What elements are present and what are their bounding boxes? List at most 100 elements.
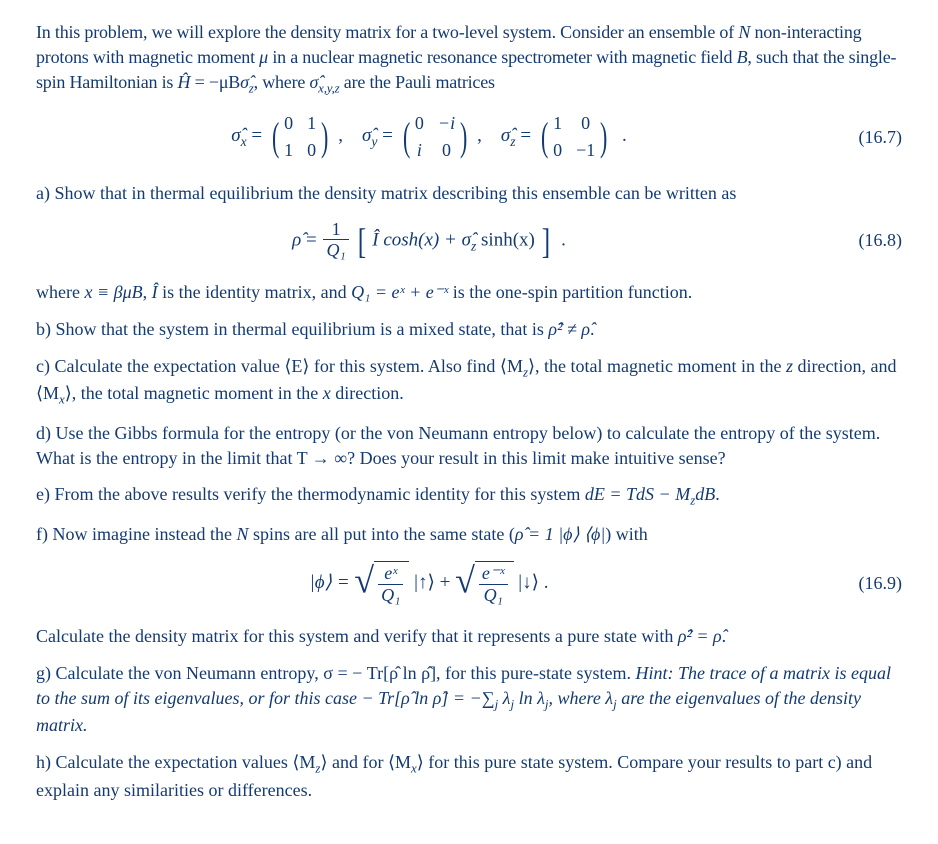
g-hint3: ln λ bbox=[514, 688, 545, 708]
intro-Hhat: Ĥ bbox=[178, 72, 191, 92]
m2-11: 0 bbox=[438, 138, 455, 163]
m3-01: 0 bbox=[576, 111, 595, 136]
part-c: c) Calculate the expectation value ⟨E⟩ f… bbox=[36, 354, 902, 409]
m1-10: 1 bbox=[284, 138, 293, 163]
eq169-num: (16.9) bbox=[822, 571, 902, 596]
eq167-mx-body: 01 10 bbox=[282, 111, 318, 163]
b-t2: . bbox=[590, 319, 595, 339]
eq169-Q1a: Q₁ bbox=[378, 585, 403, 607]
e-id: dE = TdS − M bbox=[585, 484, 690, 504]
f-t3: ) with bbox=[605, 524, 648, 544]
paren-r2: ) bbox=[460, 119, 467, 155]
g-t1: g) Calculate the von Neumann entropy, σ … bbox=[36, 663, 636, 683]
c-t5: direction. bbox=[331, 383, 404, 403]
eq169-Q1b: Q₁ bbox=[479, 585, 508, 607]
eq169-frac1: eˣ Q₁ bbox=[378, 564, 403, 607]
m3-10: 0 bbox=[553, 138, 562, 163]
eq168-eq: = bbox=[301, 229, 321, 250]
d-t1: d) Use the Gibbs formula for the entropy… bbox=[36, 423, 880, 468]
b-t1: b) Show that the system in thermal equil… bbox=[36, 319, 548, 339]
sqrt-arg-2: e⁻ˣ Q₁ bbox=[475, 561, 514, 607]
a2-t1: where bbox=[36, 282, 84, 302]
problem-page: In this problem, we will explore the den… bbox=[0, 0, 938, 844]
e-dB: dB bbox=[695, 484, 715, 504]
sqrt-sym-1: √ bbox=[354, 565, 374, 611]
m1-00: 0 bbox=[284, 111, 293, 136]
intro-mu: μ bbox=[259, 47, 268, 67]
b-rho2: ρ̂² ≠ ρ̂ bbox=[548, 319, 590, 339]
c-zax: z bbox=[786, 356, 793, 376]
part-a-label: a) Show that in thermal equilibrium the … bbox=[36, 183, 736, 203]
m1-01: 1 bbox=[307, 111, 316, 136]
g-hint4: , where λ bbox=[548, 688, 613, 708]
a2-t3: is the identity matrix, and bbox=[158, 282, 351, 302]
f-N: N bbox=[236, 524, 248, 544]
part-f: f) Now imagine instead the N spins are a… bbox=[36, 522, 902, 547]
eq168-Ihat: Î cosh(x) + σ̂ bbox=[372, 229, 471, 250]
intro-sigmasub: x,y,z bbox=[318, 80, 339, 95]
c-t4: ⟩, the total magnetic moment in the bbox=[65, 383, 323, 403]
intro-t1: In this problem, we will explore the den… bbox=[36, 22, 738, 42]
c-t2: ⟩, the total magnetic moment in the bbox=[528, 356, 786, 376]
eq168-body: ρ̂ = 1 Q₁ [ Î cosh(x) + σ̂z sinh(x) ] . bbox=[36, 220, 822, 263]
m2-10: i bbox=[415, 138, 424, 163]
intro-B: B bbox=[737, 47, 748, 67]
c-t1: c) Calculate the expectation value ⟨E⟩ f… bbox=[36, 356, 523, 376]
eq169-phi: |ϕ⟩ = bbox=[310, 572, 355, 593]
eq167-body: σ̂x = ( 01 10 ) , σ̂y = ( 0−i i0 ) , bbox=[36, 111, 822, 163]
intro-N: N bbox=[738, 22, 750, 42]
part-d: d) Use the Gibbs formula for the entropy… bbox=[36, 421, 902, 471]
eq168-lbr: [ bbox=[357, 225, 365, 257]
eq169-body: |ϕ⟩ = √ eˣ Q₁ |↑⟩ + √ e⁻ˣ Q₁ bbox=[36, 561, 822, 607]
eq167-num: (16.7) bbox=[822, 125, 902, 150]
eq169-frac2: e⁻ˣ Q₁ bbox=[479, 564, 508, 607]
eq168-num1: 1 bbox=[323, 220, 348, 241]
eq168-Q1: Q₁ bbox=[323, 240, 348, 262]
eq167-mx: ( 01 10 ) bbox=[269, 111, 332, 163]
m1-11: 0 bbox=[307, 138, 316, 163]
a2-Q1def: Q₁ = eˣ + e⁻ˣ bbox=[351, 282, 448, 302]
part-h: h) Calculate the expectation values ⟨Mz⟩… bbox=[36, 750, 902, 802]
eq167-my-body: 0−i i0 bbox=[413, 111, 457, 163]
intro-sigmahat2: σ̂ bbox=[309, 72, 318, 92]
a2-xdef: x ≡ βμB bbox=[84, 282, 142, 302]
e-t1: e) From the above results verify the the… bbox=[36, 484, 585, 504]
sqrt-arg-1: eˣ Q₁ bbox=[374, 561, 409, 607]
equation-16-9: |ϕ⟩ = √ eˣ Q₁ |↑⟩ + √ e⁻ˣ Q₁ bbox=[36, 561, 902, 607]
m2-00: 0 bbox=[415, 111, 424, 136]
m3-11: −1 bbox=[576, 138, 595, 163]
eq169-up: |↑⟩ + bbox=[414, 572, 455, 593]
eq169-ex: eˣ bbox=[378, 564, 403, 585]
f2-rho2: ρ̂² = ρ̂ bbox=[678, 626, 722, 646]
paren-l2: ( bbox=[403, 119, 410, 155]
paren-r: ) bbox=[321, 119, 328, 155]
h-t2: ⟩ and for ⟨M bbox=[320, 752, 411, 772]
part-g: g) Calculate the von Neumann entropy, σ … bbox=[36, 661, 902, 738]
intro-eqStr: = −μB bbox=[190, 72, 240, 92]
eq167-mz-body: 10 0−1 bbox=[551, 111, 597, 163]
equation-16-7: σ̂x = ( 01 10 ) , σ̂y = ( 0−i i0 ) , bbox=[36, 111, 902, 163]
paren-r3: ) bbox=[600, 119, 607, 155]
f-t1: f) Now imagine instead the bbox=[36, 524, 236, 544]
sqrt-sym-2: √ bbox=[455, 565, 475, 611]
equation-16-8: ρ̂ = 1 Q₁ [ Î cosh(x) + σ̂z sinh(x) ] . … bbox=[36, 220, 902, 263]
eq167-sx: σ̂ bbox=[231, 125, 240, 146]
h-t1: h) Calculate the expectation values ⟨M bbox=[36, 752, 315, 772]
intro-paragraph: In this problem, we will explore the den… bbox=[36, 20, 902, 97]
paren-l: ( bbox=[272, 119, 279, 155]
f2-t2: . bbox=[722, 626, 727, 646]
part-b: b) Show that the system in thermal equil… bbox=[36, 317, 902, 342]
part-a: a) Show that in thermal equilibrium the … bbox=[36, 181, 902, 206]
eq167-my: ( 0−i i0 ) bbox=[400, 111, 471, 163]
intro-t1e: , where bbox=[254, 72, 310, 92]
a2-t2: , bbox=[143, 282, 152, 302]
e-t2: . bbox=[715, 484, 720, 504]
m3-00: 1 bbox=[553, 111, 562, 136]
eq168-rbr: ] bbox=[541, 225, 549, 257]
eq169-sqrt2: √ e⁻ˣ Q₁ bbox=[455, 561, 513, 607]
intro-sigmahat: σ̂ bbox=[240, 72, 249, 92]
g-hint2: λ bbox=[498, 688, 510, 708]
eq169-down: |↓⟩ . bbox=[518, 572, 548, 593]
f-t2: spins are all put into the same state ( bbox=[248, 524, 514, 544]
eq168-frac: 1 Q₁ bbox=[323, 220, 348, 263]
